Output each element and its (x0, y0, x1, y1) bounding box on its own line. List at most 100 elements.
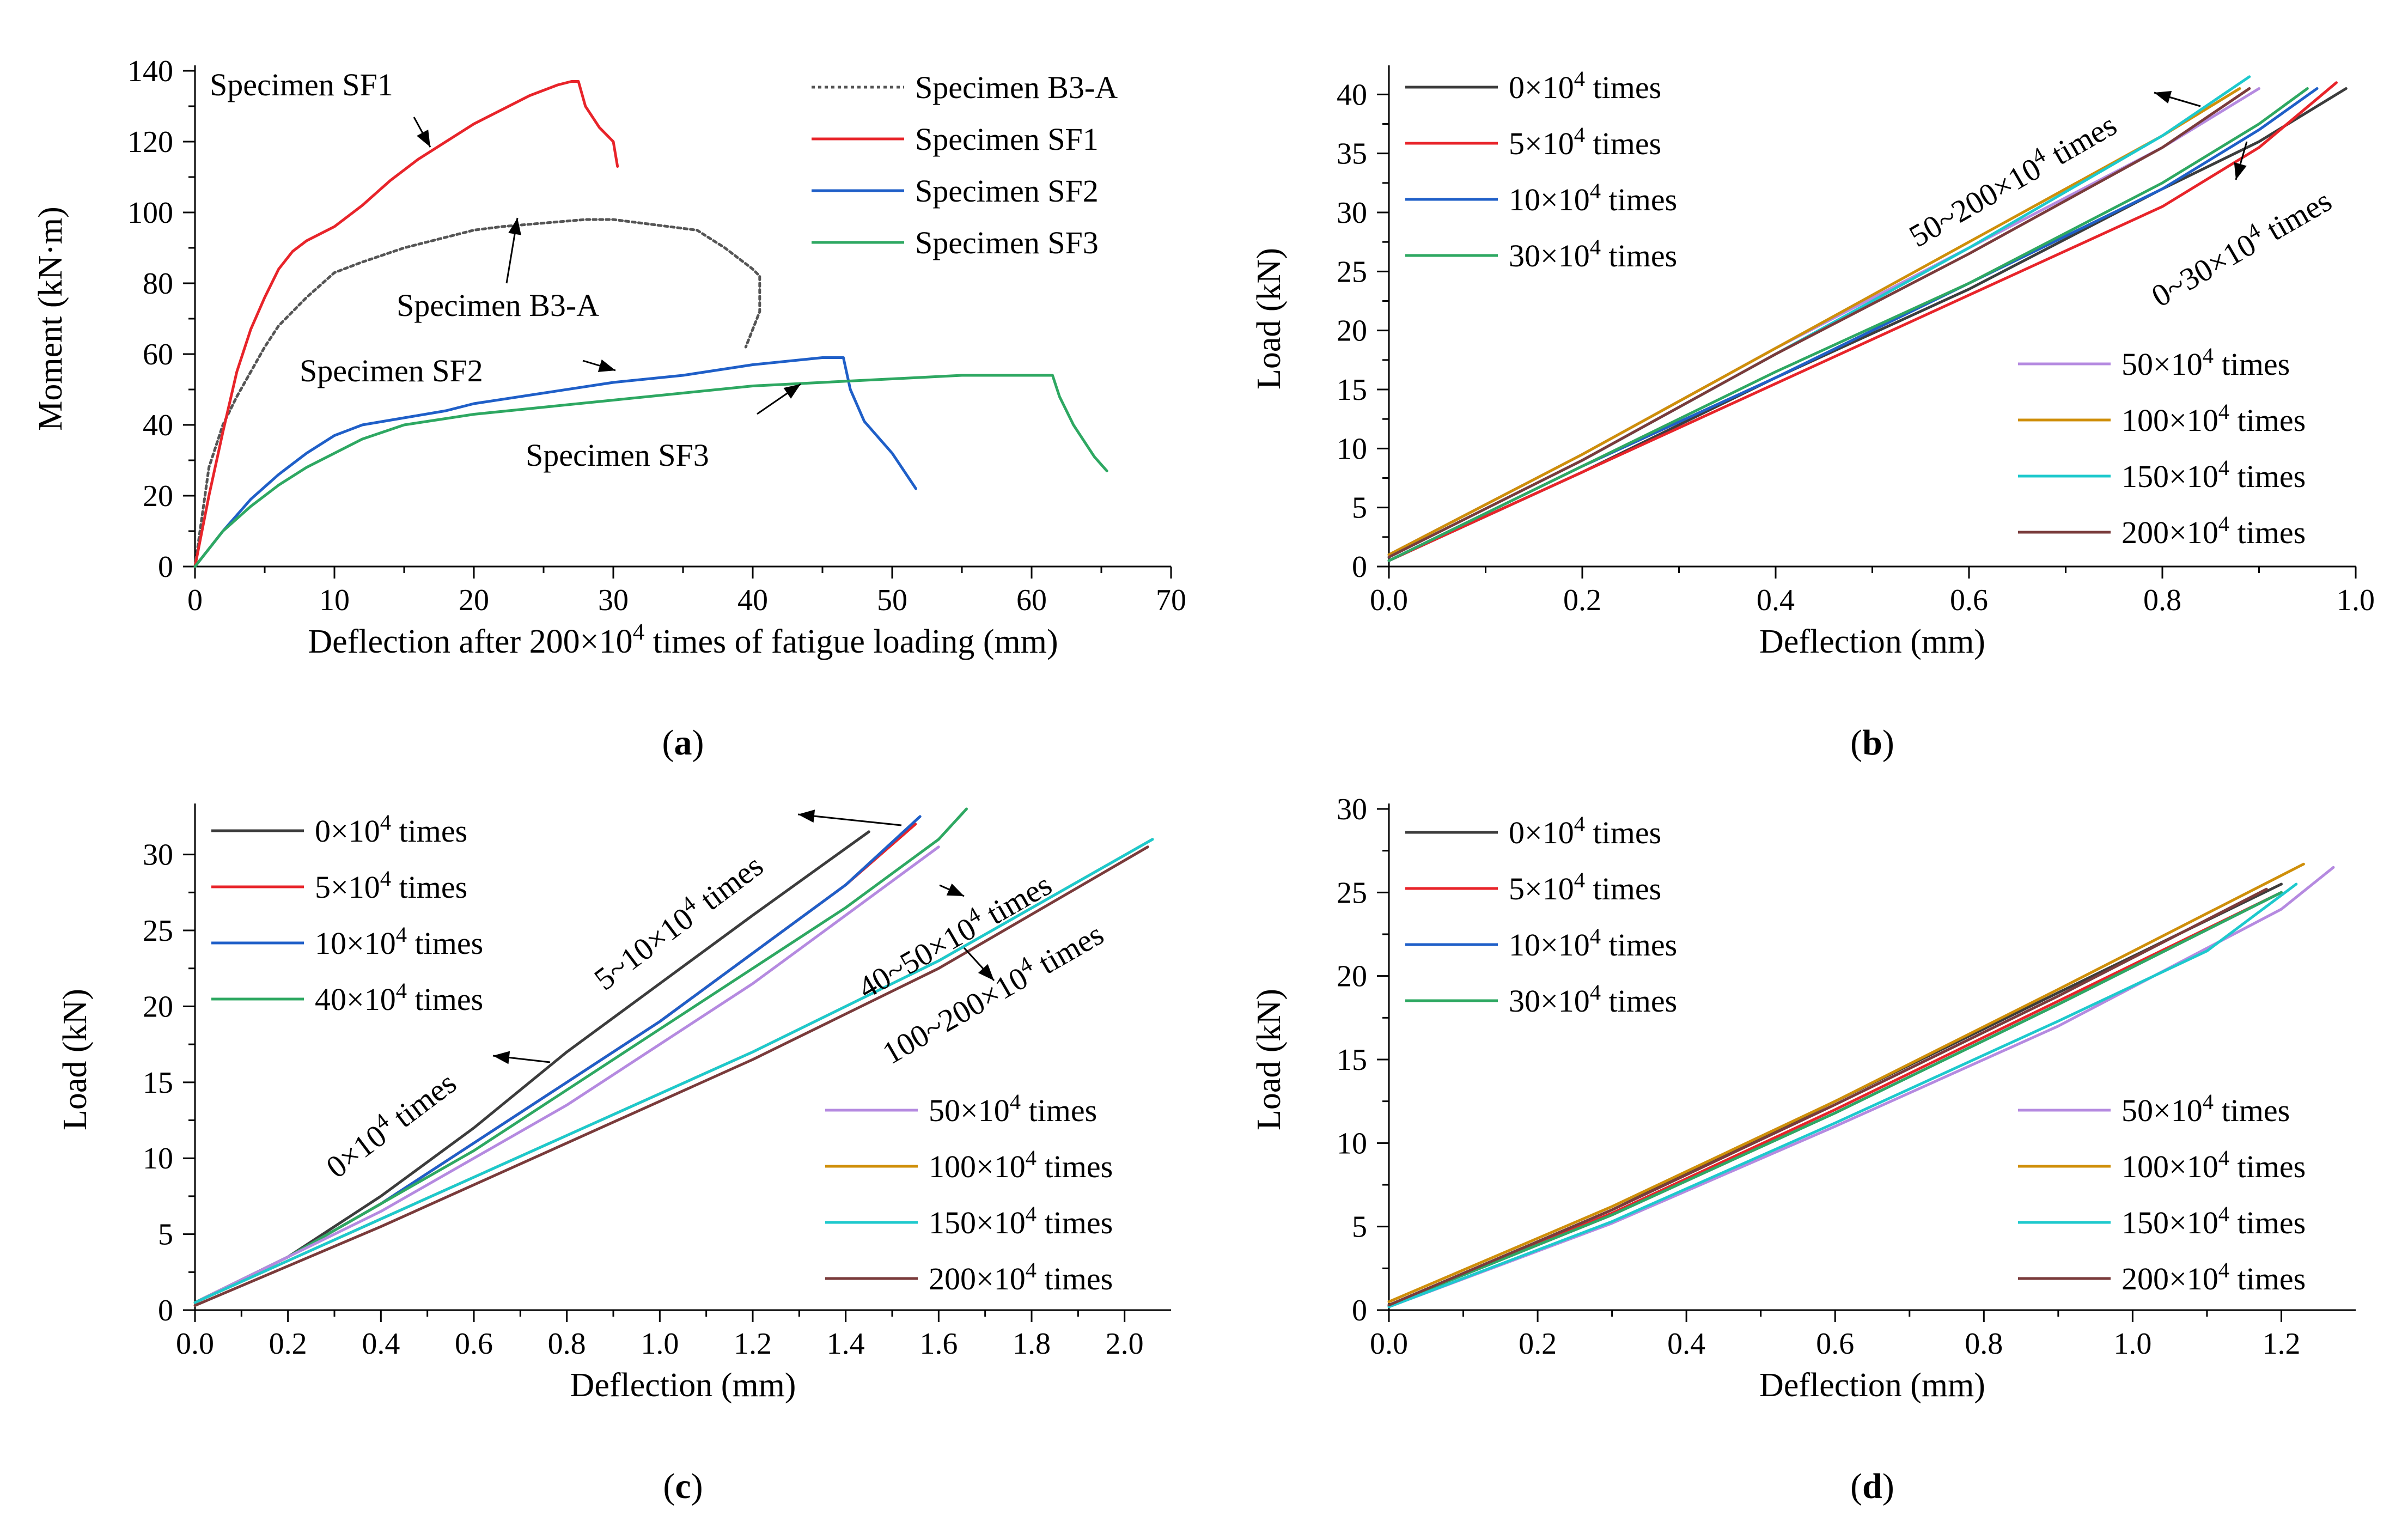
y-axis-title: Load (kN) (57, 989, 94, 1130)
x-tick-label: 1.8 (1013, 1327, 1051, 1361)
legend-label: 40×104 times (315, 978, 483, 1018)
annotation-text: Specimen SF2 (300, 353, 483, 388)
x-tick-label: 0 (187, 583, 203, 617)
annotation-text: 0×104 times (318, 1062, 463, 1185)
panel-d: 0.0 0.2 0.4 0.6 0.8 1.0 1.2 0 5 10 15 20 25 30 Deflect… (1251, 793, 2356, 1506)
y-tick-label: 15 (1337, 373, 1367, 407)
y-tick-label: 10 (143, 1142, 173, 1176)
arrow-head (493, 1051, 510, 1064)
x-tick-label: 30 (598, 583, 629, 617)
panel-a: 0 10 20 30 40 50 60 70 0 20 40 60 80 100 120 140 Deflect… (32, 54, 1186, 763)
panel-label: (d) (1850, 1466, 1894, 1506)
y-tick-label: 100 (127, 196, 173, 230)
legend-label: 50×104 times (929, 1089, 1097, 1129)
series-line-8 (1387, 87, 2251, 559)
x-tick-label: 10 (319, 583, 350, 617)
series-line-4 (193, 374, 1108, 568)
y-tick-label: 140 (127, 54, 173, 88)
y-tick-label: 5 (1352, 1210, 1367, 1244)
y-axis-title: Moment (kN·m) (32, 206, 69, 431)
x-tick-label: 1.0 (2337, 583, 2375, 617)
x-axis-title: Deflection (mm) (570, 1367, 796, 1404)
series-line-5 (193, 845, 940, 1304)
x-tick-label: 0.8 (2143, 583, 2181, 617)
y-tick-label: 0 (1352, 550, 1367, 584)
legend-label: Specimen SF3 (915, 225, 1099, 260)
x-tick-label: 1.6 (919, 1327, 958, 1361)
series-line-7 (193, 838, 1154, 1304)
series-line-4 (1387, 891, 2283, 1307)
panel-label: (a) (662, 723, 704, 763)
legend-label: 100×104 times (929, 1146, 1113, 1185)
legend-label: 30×104 times (1509, 235, 1677, 274)
legend-label: 100×104 times (2122, 1146, 2306, 1185)
y-tick-label: 30 (1337, 793, 1367, 826)
legend-label: Specimen SF2 (915, 173, 1099, 209)
y-tick-label: 0 (158, 1294, 173, 1328)
series-line-2 (193, 823, 917, 1304)
series-line-8 (193, 845, 1149, 1307)
annotation-text: Specimen SF1 (210, 67, 393, 102)
legend-label: 0×104 times (1509, 812, 1661, 851)
x-tick-label: 1.0 (2113, 1327, 2151, 1361)
x-tick-label: 0.2 (1563, 583, 1601, 617)
series-line-4 (193, 807, 968, 1304)
annotation-text: Specimen SF3 (526, 437, 709, 473)
x-tick-label: 1.4 (827, 1327, 865, 1361)
legend-label: 200×104 times (2122, 1258, 2306, 1297)
y-tick-label: 20 (1337, 960, 1367, 994)
x-tick-label: 1.2 (2262, 1327, 2300, 1361)
y-axis-title: Load (kN) (1251, 989, 1288, 1130)
x-tick-label: 0.8 (548, 1327, 586, 1361)
panel-label: (c) (663, 1466, 703, 1506)
y-tick-label: 15 (143, 1066, 173, 1100)
x-tick-label: 60 (1016, 583, 1047, 617)
x-tick-label: 0.2 (1519, 1327, 1557, 1361)
x-tick-label: 20 (459, 583, 489, 617)
panel-c: 0.0 0.2 0.4 0.6 0.8 1.0 1.2 1.4 1.6 1.8 2.0 0 5 10 15 2… (57, 803, 1171, 1506)
arrow-head (946, 883, 964, 896)
x-tick-label: 0.0 (176, 1327, 214, 1361)
y-tick-label: 20 (143, 990, 173, 1024)
y-tick-label: 80 (143, 267, 173, 301)
x-tick-label: 0.4 (362, 1327, 400, 1361)
arrow-head (2154, 90, 2172, 104)
series-line-3 (193, 356, 917, 568)
x-axis-title: Deflection (mm) (1759, 1367, 1985, 1404)
x-tick-label: 40 (737, 583, 768, 617)
y-tick-label: 25 (1337, 876, 1367, 910)
y-tick-label: 10 (1337, 432, 1367, 466)
x-tick-label: 0.4 (1667, 1327, 1705, 1361)
y-axis-title: Load (kN) (1251, 248, 1288, 389)
x-axis-title: Deflection after 200×104 times of fatigu… (308, 619, 1058, 660)
y-tick-label: 30 (1337, 196, 1367, 230)
legend-label: 0×104 times (315, 810, 467, 849)
x-tick-label: 2.0 (1106, 1327, 1144, 1361)
legend-label: 30×104 times (1509, 980, 1677, 1019)
y-tick-label: 0 (158, 550, 173, 584)
series-line-8 (1387, 887, 2268, 1307)
x-tick-label: 0.8 (1965, 1327, 2003, 1361)
y-tick-label: 5 (1352, 491, 1367, 525)
x-tick-label: 50 (877, 583, 907, 617)
y-tick-label: 30 (143, 838, 173, 872)
series-line-1 (193, 218, 761, 568)
x-tick-label: 0.0 (1370, 1327, 1408, 1361)
series-line-7 (1387, 882, 2298, 1308)
legend-label: 5×104 times (1509, 123, 1661, 162)
legend-label: 5×104 times (315, 866, 467, 905)
series-line-2 (1387, 81, 2338, 562)
panel-label: (b) (1850, 723, 1894, 763)
legend-label: 50×104 times (2122, 1089, 2290, 1129)
series-line-1 (193, 830, 870, 1304)
arrow-head (508, 218, 521, 235)
arrow-head (2234, 162, 2247, 180)
legend-label: 10×104 times (315, 922, 483, 961)
legend-label: 10×104 times (1509, 924, 1677, 963)
arrow-head (978, 964, 994, 981)
x-tick-label: 1.0 (641, 1327, 679, 1361)
y-tick-label: 0 (1352, 1294, 1367, 1328)
x-tick-label: 0.6 (1950, 583, 1988, 617)
x-tick-label: 0.4 (1757, 583, 1795, 617)
